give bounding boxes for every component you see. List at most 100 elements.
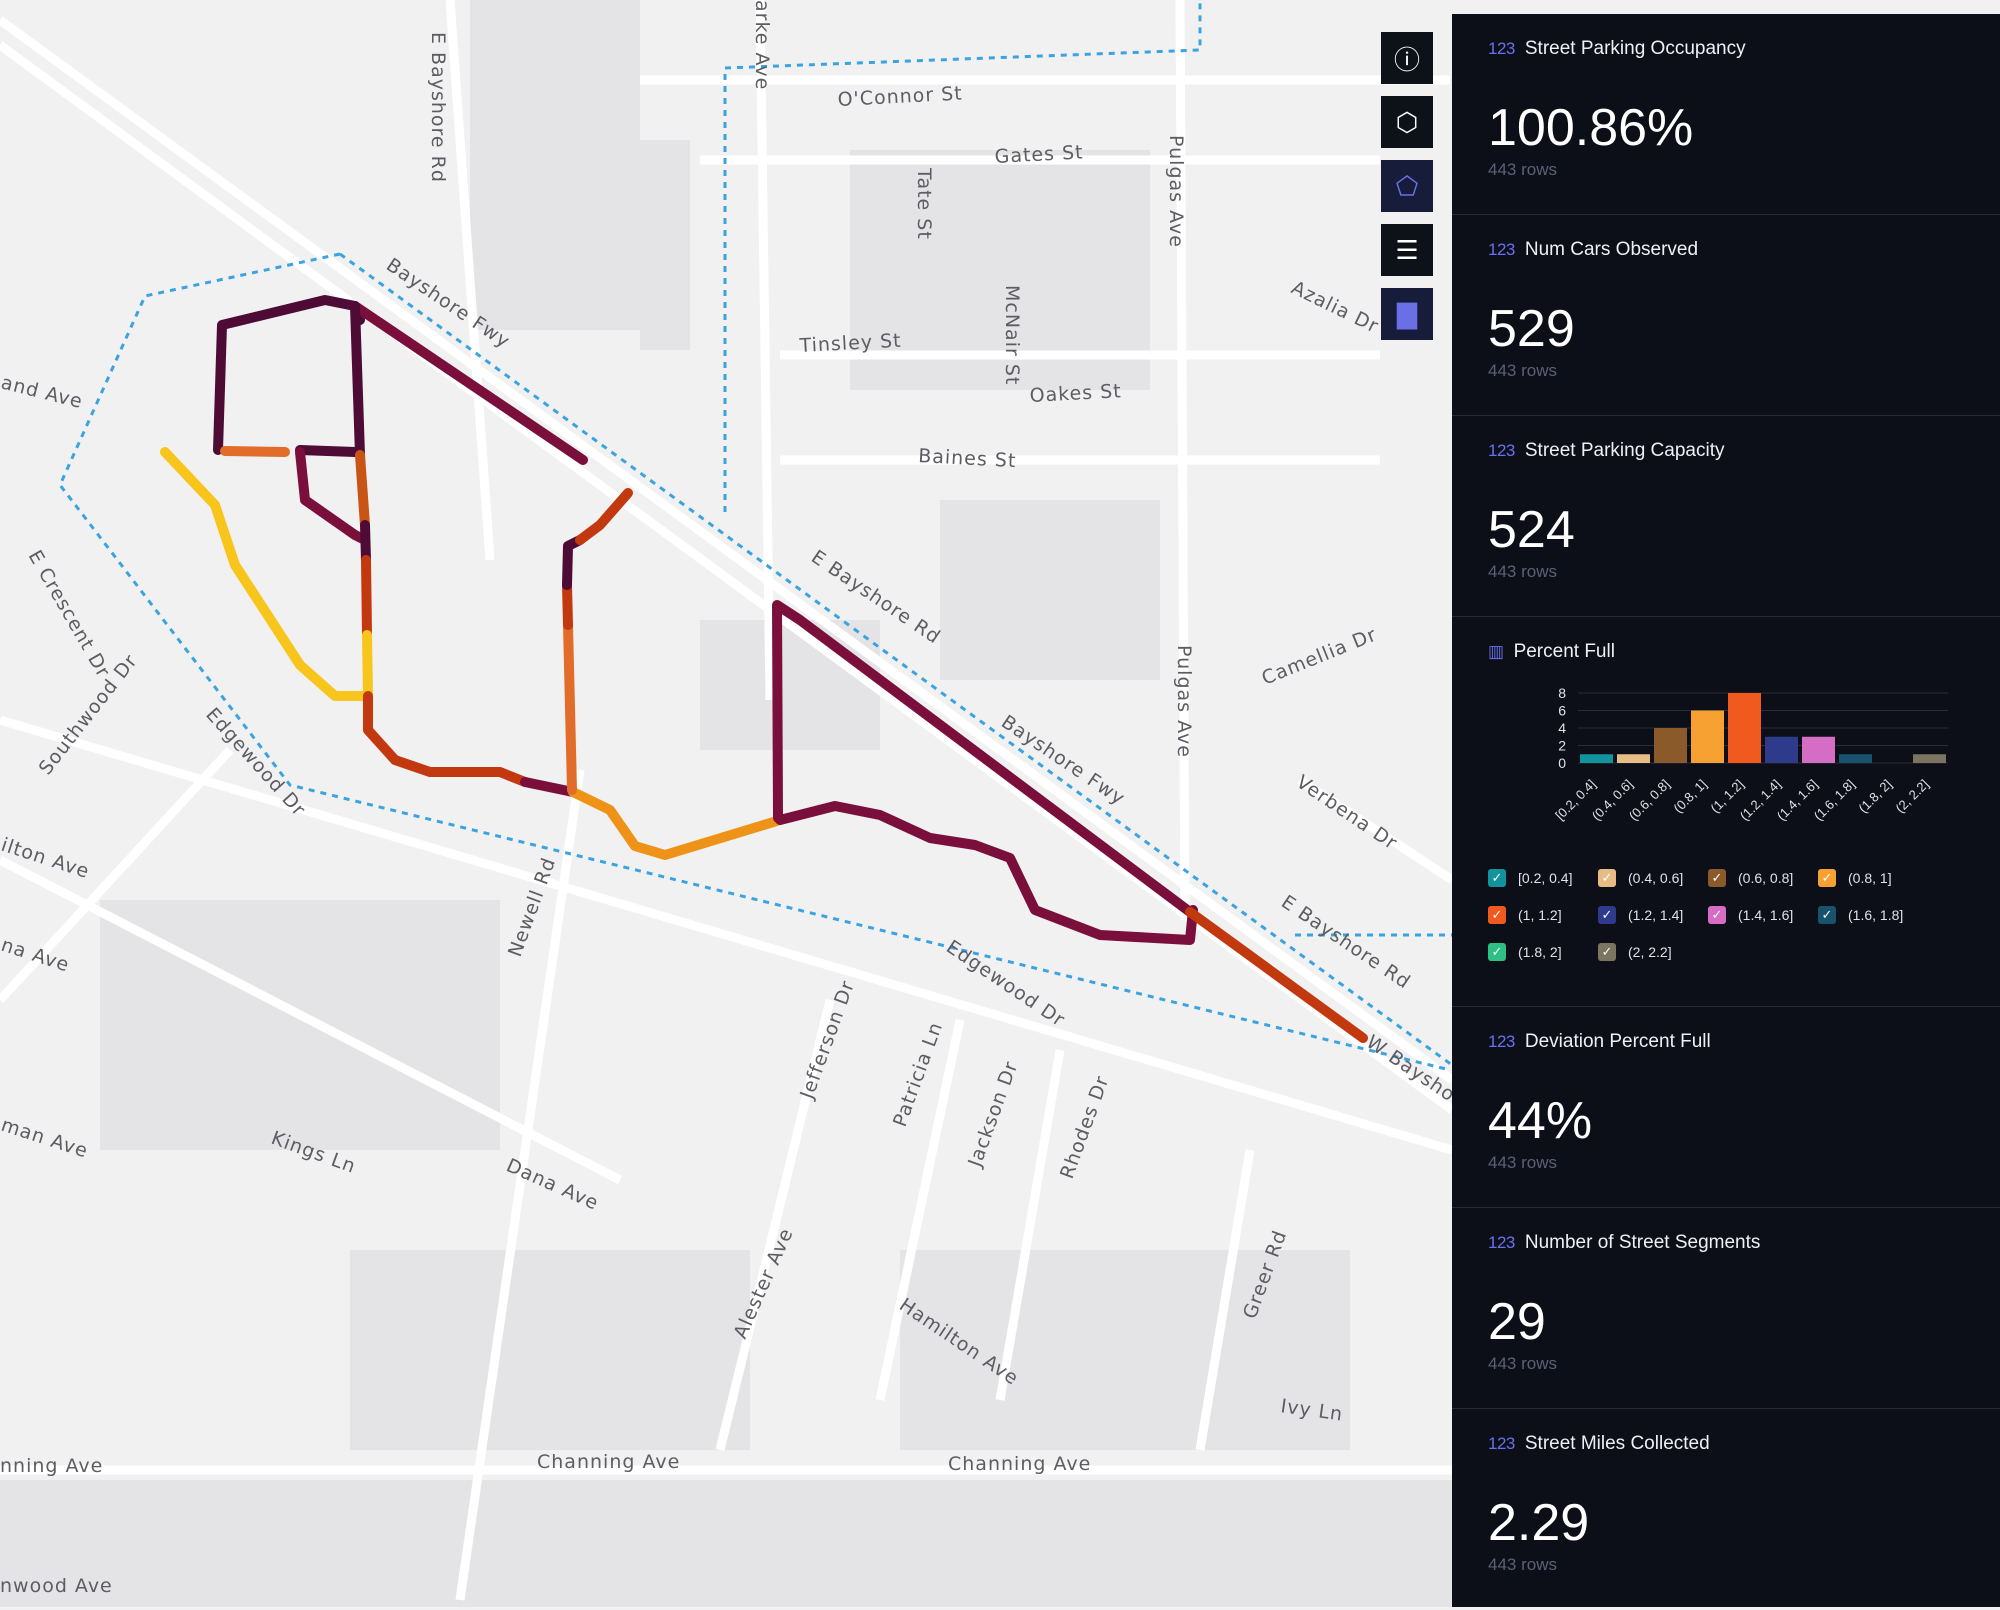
- legend-checkbox[interactable]: ✓: [1708, 868, 1726, 887]
- legend-checkbox[interactable]: ✓: [1818, 905, 1836, 924]
- histogram-bar[interactable]: [1580, 754, 1613, 763]
- street-label: Channing Ave: [948, 1453, 1091, 1475]
- street-label: nwood Ave: [0, 1575, 113, 1597]
- legend-checkbox[interactable]: ✓: [1598, 905, 1616, 924]
- widget-card-segments: 123 Number of Street Segments 29 443 rows: [1452, 1208, 2000, 1409]
- histogram-bar[interactable]: [1913, 754, 1946, 763]
- bar-chart-icon: ▇: [1397, 298, 1417, 329]
- legend-label: (0.8, 1]: [1848, 869, 1892, 886]
- widget-title: Street Parking Capacity: [1524, 440, 1725, 461]
- legend-checkbox[interactable]: ✓: [1818, 868, 1836, 887]
- widget-rows: 443 rows: [1488, 1354, 1557, 1373]
- x-tick-label: (1.8, 2]: [1855, 777, 1894, 816]
- y-tick-label: 4: [1558, 720, 1566, 736]
- widget-value: 44%: [1488, 1092, 1593, 1150]
- widget-rows: 443 rows: [1488, 361, 1557, 380]
- legend-item[interactable]: ✓ (1, 1.2]: [1488, 896, 1598, 933]
- street-map[interactable]: O'Connor St Gates St Tate St Pulgas Ave …: [0, 0, 1452, 1607]
- street-label: Baines St: [918, 445, 1017, 472]
- widget-title: Number of Street Segments: [1524, 1232, 1761, 1253]
- histogram-legend: ✓ [0.2, 0.4] ✓ (0.4, 0.6] ✓ (0.6, 0.8] ✓ (0.8, …: [1488, 859, 1964, 970]
- widgets-button[interactable]: ▇: [1381, 288, 1433, 340]
- y-tick-label: 6: [1558, 703, 1566, 719]
- street-label: Channing Ave: [537, 1451, 680, 1473]
- histogram-icon: ▥: [1488, 642, 1504, 661]
- legend-item[interactable]: ✓ (0.4, 0.6]: [1598, 859, 1708, 896]
- y-tick-label: 2: [1558, 738, 1566, 754]
- street-label: Gates St: [994, 141, 1084, 168]
- histogram-bar[interactable]: [1654, 728, 1687, 763]
- legend-label: (2, 2.2]: [1628, 943, 1672, 960]
- number-icon: 123: [1488, 441, 1515, 460]
- legend-label: (1.8, 2]: [1518, 943, 1562, 960]
- legend-item[interactable]: ✓ (1.2, 1.4]: [1598, 896, 1708, 933]
- legend-checkbox[interactable]: ✓: [1598, 942, 1616, 961]
- widget-title: Street Miles Collected: [1524, 1433, 1710, 1454]
- widget-card-miles: 123 Street Miles Collected 2.29 443 rows: [1452, 1409, 2000, 1610]
- widget-title: Percent Full: [1513, 641, 1615, 662]
- x-tick-label: (1.6, 1.8]: [1811, 777, 1858, 824]
- widget-value: 100.86%: [1488, 99, 1694, 157]
- histogram-bar[interactable]: [1728, 693, 1761, 763]
- histogram-bar[interactable]: [1765, 736, 1798, 763]
- number-icon: 123: [1488, 39, 1515, 58]
- widget-card-deviation: 123 Deviation Percent Full 44% 443 rows: [1452, 1007, 2000, 1208]
- legend-item[interactable]: ✓ (1.8, 2]: [1488, 933, 1598, 970]
- number-icon: 123: [1488, 1233, 1515, 1252]
- legend-checkbox[interactable]: ✓: [1488, 905, 1506, 924]
- widget-panel: 123 Street Parking Occupancy 100.86% 443 …: [1452, 14, 2000, 1607]
- widget-rows: 443 rows: [1488, 562, 1557, 581]
- widget-value: 29: [1488, 1293, 1546, 1351]
- y-tick-label: 8: [1558, 685, 1566, 701]
- number-icon: 123: [1488, 1032, 1515, 1051]
- legend-label: (0.4, 0.6]: [1628, 869, 1684, 886]
- widget-value: 524: [1488, 501, 1575, 559]
- street-label: Tate St: [913, 167, 935, 240]
- list-icon: ☰: [1395, 234, 1419, 265]
- widget-card-cars: 123 Num Cars Observed 529 443 rows: [1452, 215, 2000, 416]
- legend-label: (0.6, 0.8]: [1738, 869, 1794, 886]
- layer-list-button[interactable]: ☰: [1381, 224, 1433, 276]
- polygon-select-button[interactable]: ⬠: [1381, 160, 1433, 212]
- number-icon: 123: [1488, 240, 1515, 259]
- legend-checkbox[interactable]: ✓: [1708, 905, 1726, 924]
- legend-item[interactable]: ✓ (0.8, 1]: [1818, 859, 1928, 896]
- legend-item[interactable]: ✓ [0.2, 0.4]: [1488, 859, 1598, 896]
- legend-item[interactable]: ✓ (0.6, 0.8]: [1708, 859, 1818, 896]
- y-tick-label: 0: [1558, 755, 1566, 771]
- widget-card-percent-full: ▥ Percent Full 8 6 4 2 0 [0.2, 0.4] (0.4, 0.6] (…: [1452, 617, 2000, 1007]
- widget-title: Num Cars Observed: [1524, 239, 1699, 260]
- street-label: Tinsley St: [798, 330, 902, 357]
- street-label: E Bayshore Rd: [427, 32, 449, 183]
- street-label: Oakes St: [1029, 380, 1122, 407]
- polygon-icon: ⬠: [1395, 170, 1419, 201]
- widget-card-capacity: 123 Street Parking Capacity 524 443 rows: [1452, 416, 2000, 617]
- histogram-bar[interactable]: [1802, 736, 1835, 763]
- x-tick-label: (0.8, 1]: [1670, 777, 1709, 816]
- cube-icon: ⬡: [1395, 106, 1419, 137]
- street-label: Pulgas Ave: [1165, 135, 1187, 248]
- legend-item[interactable]: ✓ (1.6, 1.8]: [1818, 896, 1928, 933]
- histogram-bar[interactable]: [1839, 754, 1872, 763]
- legend-checkbox[interactable]: ✓: [1488, 942, 1506, 961]
- legend-label: (1.4, 1.6]: [1738, 906, 1794, 923]
- info-button[interactable]: ⓘ: [1381, 32, 1433, 84]
- legend-checkbox[interactable]: ✓: [1598, 868, 1616, 887]
- histogram-bar[interactable]: [1691, 710, 1724, 764]
- legend-label: (1, 1.2]: [1518, 906, 1562, 923]
- street-label: nning Ave: [0, 1455, 103, 1477]
- legend-label: (1.6, 1.8]: [1848, 906, 1904, 923]
- widget-title: Street Parking Occupancy: [1524, 38, 1746, 59]
- 3d-view-button[interactable]: ⬡: [1381, 96, 1433, 148]
- legend-item[interactable]: ✓ (2, 2.2]: [1598, 933, 1708, 970]
- widget-title: Deviation Percent Full: [1524, 1031, 1711, 1052]
- street-label: Pulgas Ave: [1173, 645, 1195, 758]
- x-tick-label: (2, 2.2]: [1892, 777, 1931, 816]
- widget-value: 529: [1488, 300, 1575, 358]
- histogram-bar[interactable]: [1617, 754, 1650, 763]
- legend-checkbox[interactable]: ✓: [1488, 868, 1506, 887]
- street-label: McNair St: [1001, 285, 1023, 385]
- legend-item[interactable]: ✓ (1.4, 1.6]: [1708, 896, 1818, 933]
- widget-card-occupancy: 123 Street Parking Occupancy 100.86% 443 …: [1452, 14, 2000, 215]
